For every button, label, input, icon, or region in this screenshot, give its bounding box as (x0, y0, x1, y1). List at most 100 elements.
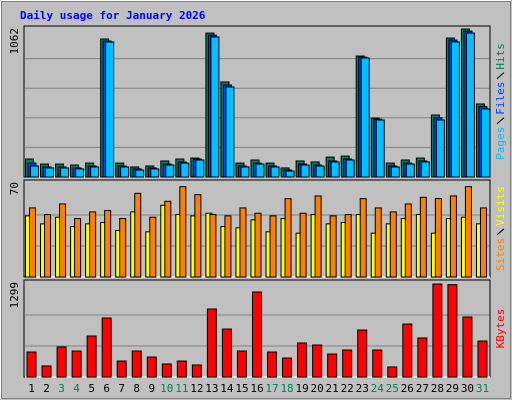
bar (224, 215, 232, 278)
bar (105, 41, 115, 178)
bar (360, 57, 370, 178)
bar (26, 351, 37, 378)
bar (449, 195, 457, 278)
bar (225, 86, 235, 178)
bar (29, 207, 36, 278)
legend-separator (496, 72, 505, 80)
bar (314, 195, 322, 278)
bar (462, 316, 473, 378)
bar (71, 350, 82, 378)
bar (135, 169, 145, 178)
bar (30, 165, 39, 178)
legend-separator (496, 228, 505, 236)
bar (176, 360, 187, 378)
bar (405, 163, 415, 178)
x-tick-label: 14 (220, 382, 234, 395)
x-tick-label: 12 (190, 382, 203, 395)
bar (206, 308, 217, 378)
bar (134, 192, 142, 278)
legend-entry: Files (494, 82, 507, 115)
legend-entry: Hits (494, 43, 507, 70)
bar (359, 198, 367, 278)
y-max-label: 1062 (8, 28, 21, 55)
bar (477, 340, 488, 378)
x-tick-label: 21 (326, 382, 339, 395)
x-tick-label: 16 (250, 382, 263, 395)
bar (239, 207, 247, 278)
bar (284, 198, 292, 278)
x-tick-label: 20 (311, 382, 324, 395)
bar (330, 161, 340, 178)
bar (149, 216, 157, 278)
bar (372, 349, 383, 378)
x-tick-label: 26 (401, 382, 414, 395)
bar (236, 350, 247, 378)
bar (101, 317, 112, 378)
x-tick-label: 5 (88, 382, 95, 395)
bar (165, 164, 175, 178)
legend-entry: Pages (494, 127, 507, 160)
x-tick-label: 29 (446, 382, 459, 395)
x-tick-label: 7 (118, 382, 125, 395)
bar (344, 214, 352, 278)
x-tick-label: 31 (476, 382, 489, 395)
x-tick-label: 8 (133, 382, 140, 395)
legend-entry: KBytes (494, 309, 507, 349)
bar (254, 212, 262, 278)
bar (180, 162, 190, 178)
bar (329, 215, 337, 278)
bar (116, 360, 127, 378)
bar (312, 344, 323, 378)
bar (285, 170, 295, 178)
bar (327, 353, 338, 378)
x-tick-label: 6 (103, 382, 110, 395)
bar (89, 211, 97, 278)
bar (209, 214, 217, 278)
x-tick-label: 18 (280, 382, 293, 395)
bar (282, 357, 293, 378)
legend-entry: Sites (494, 238, 507, 271)
x-tick-label: 24 (371, 382, 385, 395)
x-tick-label: 23 (356, 382, 369, 395)
bar (432, 283, 443, 378)
x-tick-label: 1 (28, 382, 35, 395)
bar (119, 218, 127, 278)
bar (342, 349, 353, 378)
x-tick-label: 30 (461, 382, 474, 395)
plot-area (23, 25, 491, 178)
x-tick-label: 9 (148, 382, 155, 395)
bar (45, 167, 55, 178)
bar (297, 342, 308, 378)
bar (374, 207, 382, 278)
bar (402, 323, 413, 378)
bar (450, 41, 460, 178)
bar (179, 186, 187, 278)
bar (269, 215, 277, 278)
bar (60, 167, 70, 178)
bar (146, 356, 157, 378)
bar (59, 203, 67, 278)
x-tick-label: 3 (58, 382, 65, 395)
legend-separator (496, 117, 505, 125)
bar (44, 214, 52, 278)
bar (270, 166, 280, 178)
bar (375, 119, 385, 178)
x-tick-label: 28 (431, 382, 444, 395)
bar (41, 365, 52, 378)
bar (120, 166, 130, 178)
bar (434, 198, 442, 278)
bar (90, 166, 100, 178)
bar (267, 351, 278, 378)
bar (404, 203, 412, 278)
y-max-label: 1299 (8, 282, 21, 309)
bar (104, 210, 112, 278)
x-tick-label: 13 (205, 382, 218, 395)
bar (74, 218, 82, 278)
bar (194, 194, 202, 278)
bar (315, 165, 325, 178)
x-tick-label: 4 (73, 382, 80, 395)
bar (255, 163, 265, 178)
x-tick-label: 11 (175, 382, 188, 395)
